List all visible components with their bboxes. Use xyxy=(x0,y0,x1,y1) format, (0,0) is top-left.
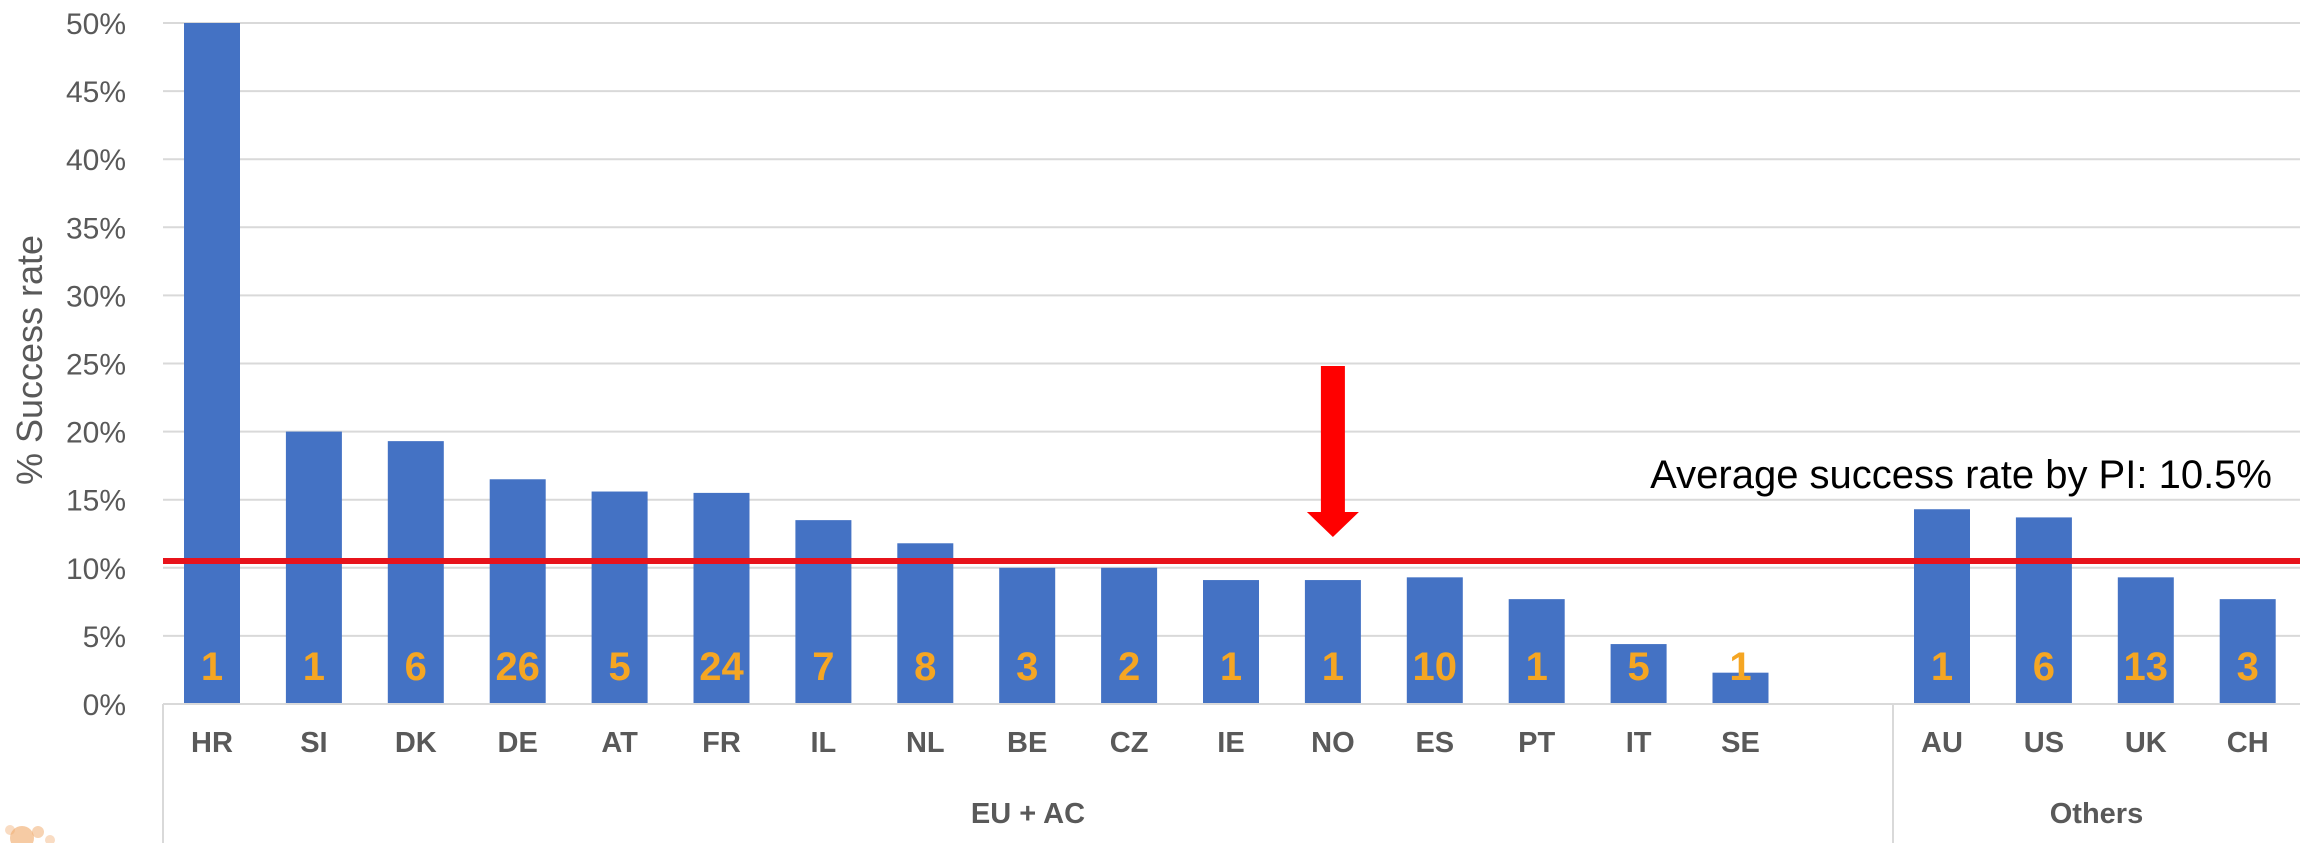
category-labels: HR SI DK DE AT FR IL NL BE CZ IE NO ES PT IT SE AU US UK CH xyxy=(191,727,2269,759)
bar-hr xyxy=(184,23,240,704)
group-label: Others xyxy=(2050,798,2143,830)
bar-nl xyxy=(897,543,954,704)
category-label: UK xyxy=(2125,727,2167,759)
category-label: CH xyxy=(2227,727,2269,759)
bar-pt xyxy=(1508,599,1565,704)
average-label: Average success rate by PI: 10.5% xyxy=(1650,453,2272,497)
group-label: EU + AC xyxy=(971,798,1085,830)
bar-au xyxy=(1914,509,1970,704)
y-tick-label: 0% xyxy=(83,689,126,722)
category-label: AU xyxy=(1921,727,1963,759)
category-label: NO xyxy=(1311,727,1355,759)
bar-si xyxy=(285,431,342,704)
y-tick-label: 10% xyxy=(66,553,126,586)
category-label: FR xyxy=(702,727,741,759)
bar-uk xyxy=(2117,577,2174,704)
count-label: 13 xyxy=(2124,645,2169,689)
count-label: 3 xyxy=(2237,645,2259,689)
y-tick-label: 30% xyxy=(66,280,126,313)
count-label: 1 xyxy=(1220,645,1242,689)
y-axis-ticks: 0% 5% 10% 15% 20% 25% 30% 35% 40% 45% 50% xyxy=(66,8,126,722)
count-labels: 1 1 6 26 5 24 7 8 3 2 1 1 10 1 5 1 1 6 13 3 xyxy=(201,645,2259,689)
bar-be xyxy=(999,567,1056,704)
bar-it xyxy=(1610,644,1667,704)
y-tick-label: 50% xyxy=(66,8,126,41)
count-label: 7 xyxy=(812,645,834,689)
bar-cz xyxy=(1101,567,1158,704)
count-label: 5 xyxy=(608,645,630,689)
bar-fr xyxy=(693,492,750,704)
category-label: IL xyxy=(811,727,837,759)
category-label: CZ xyxy=(1110,727,1149,759)
category-label: SE xyxy=(1721,727,1760,759)
category-label: HR xyxy=(191,727,233,759)
category-label: SI xyxy=(300,727,327,759)
count-label: 26 xyxy=(495,645,540,689)
down-arrow-icon xyxy=(1306,366,1359,537)
count-label: 3 xyxy=(1016,645,1038,689)
count-label: 2 xyxy=(1118,645,1140,689)
y-tick-label: 35% xyxy=(66,212,126,245)
arrow-shaft xyxy=(1320,366,1345,514)
category-label: IE xyxy=(1217,727,1244,759)
bar-se xyxy=(1712,672,1769,704)
count-label: 24 xyxy=(699,645,744,689)
category-label: PT xyxy=(1518,727,1555,759)
count-label: 6 xyxy=(2033,645,2055,689)
count-label: 1 xyxy=(201,645,223,689)
category-label: IT xyxy=(1626,727,1652,759)
category-label: DE xyxy=(498,727,538,759)
count-label: 10 xyxy=(1413,645,1458,689)
y-tick-label: 5% xyxy=(83,621,126,654)
y-tick-label: 40% xyxy=(66,144,126,177)
y-axis-label: % Success rate xyxy=(9,235,50,485)
group-labels: EU + AC Others xyxy=(162,703,2300,843)
bar-at xyxy=(591,491,648,704)
category-label: ES xyxy=(1415,727,1454,759)
bars xyxy=(184,23,2276,704)
bar-ch xyxy=(2219,599,2276,704)
bar-ie xyxy=(1203,580,1259,704)
category-label: AT xyxy=(601,727,638,759)
count-label: 1 xyxy=(1322,645,1344,689)
bar-de xyxy=(489,479,546,704)
count-label: 6 xyxy=(405,645,427,689)
count-label: 1 xyxy=(303,645,325,689)
bar-us xyxy=(2015,517,2072,704)
count-label: 1 xyxy=(1526,645,1548,689)
bar-il xyxy=(795,520,852,704)
logo-icon xyxy=(5,825,55,843)
category-label: BE xyxy=(1007,727,1047,759)
count-label: 1 xyxy=(1729,645,1751,689)
count-label: 8 xyxy=(914,645,936,689)
y-tick-label: 20% xyxy=(66,417,126,450)
category-label: DK xyxy=(395,727,437,759)
bar-es xyxy=(1406,577,1463,704)
y-tick-label: 45% xyxy=(66,76,126,109)
arrow-head xyxy=(1306,512,1359,537)
y-tick-label: 25% xyxy=(66,349,126,382)
count-label: 5 xyxy=(1627,645,1649,689)
category-label: US xyxy=(2024,727,2064,759)
y-tick-label: 15% xyxy=(66,485,126,518)
count-label: 1 xyxy=(1931,645,1953,689)
bar-dk xyxy=(387,441,444,704)
bar-no xyxy=(1304,580,1361,704)
category-label: NL xyxy=(906,727,945,759)
